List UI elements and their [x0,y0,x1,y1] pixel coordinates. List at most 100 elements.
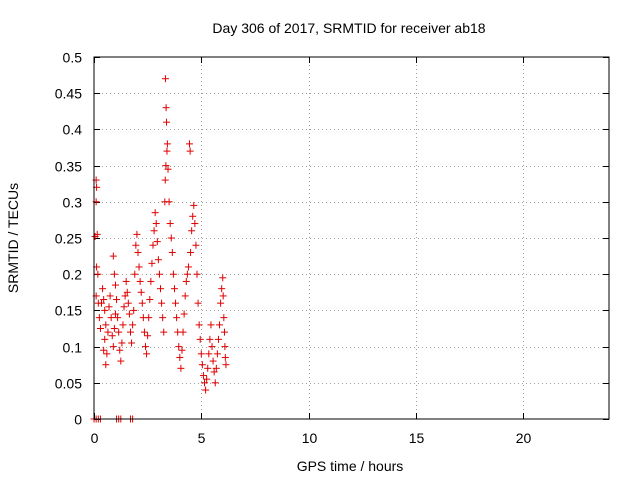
data-point [198,361,206,369]
data-point [101,335,109,343]
y-tick-label: 0.3 [63,195,83,211]
data-point [195,321,203,329]
data-point [102,361,110,369]
data-point [143,350,151,358]
data-point [140,328,148,336]
data-point [201,379,209,387]
data-point [109,252,117,260]
y-tick-label: 0 [74,412,82,428]
x-tick-label: 20 [516,430,532,446]
data-point [94,270,102,278]
data-point [121,292,129,300]
x-tick-label: 0 [91,430,99,446]
data-point [209,357,217,365]
data-point [172,299,180,307]
data-point [152,220,160,228]
data-points [90,75,230,423]
data-point [217,299,225,307]
y-tick-label: 0.35 [55,159,82,175]
data-point [132,241,140,249]
y-tick-label: 0.45 [55,86,82,102]
data-point [206,335,214,343]
y-tick-label: 0.1 [63,340,83,356]
data-point [181,292,189,300]
data-point [162,104,170,112]
data-point [212,364,220,372]
data-point [188,227,196,235]
data-point [203,375,211,383]
data-point [192,241,200,249]
data-point [168,248,176,256]
data-point [187,248,195,256]
data-point [220,314,228,322]
data-point [95,314,103,322]
data-point [208,343,216,351]
data-point [101,306,109,314]
data-point [135,263,143,271]
data-point [126,328,134,336]
data-point [128,339,136,347]
data-point [158,299,166,307]
data-point [154,256,162,264]
data-point [178,346,186,354]
x-tick-label: 5 [198,430,206,446]
data-point [148,259,156,267]
data-point [165,198,173,206]
data-point [189,212,197,220]
data-point [122,277,130,285]
data-point [114,314,122,322]
data-point [184,263,192,271]
data-point [104,328,112,336]
plot-frame [93,56,610,420]
data-point [116,346,124,354]
data-point [91,233,99,241]
data-point [216,321,224,329]
data-point [138,299,146,307]
data-point [130,306,138,314]
data-point [205,350,213,358]
data-point [194,299,202,307]
data-point [211,379,219,387]
y-tick-label: 0.05 [55,376,82,392]
data-point [102,321,110,329]
data-point [110,325,118,332]
data-point [115,328,123,336]
data-point [98,299,106,307]
data-point [161,176,169,184]
data-point [182,277,190,285]
x-tick-label: 10 [302,430,318,446]
data-point [185,140,193,148]
y-axis-label: SRMTID / TECUs [5,183,21,293]
data-point [179,328,187,336]
data-point [193,270,201,278]
y-tick-label: 0.2 [63,267,83,283]
data-point [166,220,174,228]
data-point [177,364,185,372]
data-point [167,234,175,242]
data-point [134,248,142,256]
data-point [100,296,108,304]
x-axis-label: GPS time / hours [297,458,404,474]
chart-title: Day 306 of 2017, SRMTID for receiver ab1… [212,20,485,36]
data-point [199,372,207,380]
data-point [204,364,212,372]
data-point [111,281,119,289]
data-point [146,296,154,304]
data-point [219,274,227,282]
data-point [131,270,139,278]
grid-lines [94,57,609,419]
data-point [220,328,228,336]
data-point [99,285,107,293]
data-point [129,321,137,329]
data-point [222,361,230,369]
data-point [221,343,229,351]
data-point [145,314,153,322]
data-point [186,147,194,155]
data-point [210,368,218,376]
data-point [124,299,132,307]
data-point [108,332,116,340]
data-point [163,140,171,148]
y-tick-label: 0.5 [63,50,83,66]
y-tick-label: 0.25 [55,231,82,247]
